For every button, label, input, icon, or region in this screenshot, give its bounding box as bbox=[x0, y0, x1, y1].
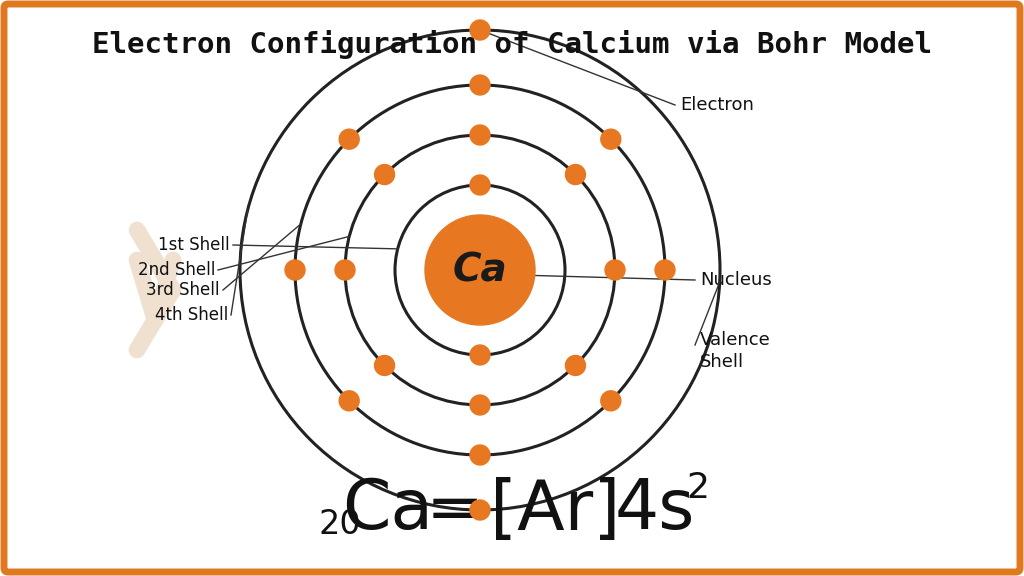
Circle shape bbox=[339, 391, 359, 411]
Text: Electron: Electron bbox=[680, 96, 754, 114]
Text: [Ar]: [Ar] bbox=[489, 476, 621, 544]
Text: 2: 2 bbox=[686, 471, 710, 505]
Circle shape bbox=[565, 355, 586, 376]
Circle shape bbox=[375, 165, 394, 184]
Text: Shell: Shell bbox=[700, 353, 744, 371]
Circle shape bbox=[339, 129, 359, 149]
Circle shape bbox=[335, 260, 355, 280]
Text: Ca: Ca bbox=[342, 476, 433, 544]
Circle shape bbox=[375, 355, 394, 376]
Circle shape bbox=[470, 500, 490, 520]
Circle shape bbox=[470, 175, 490, 195]
Circle shape bbox=[470, 75, 490, 95]
Circle shape bbox=[425, 215, 535, 325]
Circle shape bbox=[285, 260, 305, 280]
Text: Electron Configuration of Calcium via Bohr Model: Electron Configuration of Calcium via Bo… bbox=[92, 30, 932, 59]
Text: Nucleus: Nucleus bbox=[700, 271, 772, 289]
Circle shape bbox=[470, 445, 490, 465]
Circle shape bbox=[470, 395, 490, 415]
Text: 4s: 4s bbox=[614, 476, 695, 544]
Text: 2nd Shell: 2nd Shell bbox=[137, 261, 215, 279]
Text: 1st Shell: 1st Shell bbox=[159, 236, 230, 254]
Text: Ca: Ca bbox=[453, 251, 507, 289]
Text: 20: 20 bbox=[318, 507, 361, 540]
Circle shape bbox=[655, 260, 675, 280]
Text: Valence: Valence bbox=[700, 331, 771, 349]
Circle shape bbox=[470, 20, 490, 40]
Text: 3rd Shell: 3rd Shell bbox=[146, 281, 220, 299]
Text: 4th Shell: 4th Shell bbox=[155, 306, 228, 324]
Circle shape bbox=[601, 129, 621, 149]
Circle shape bbox=[565, 165, 586, 184]
Circle shape bbox=[605, 260, 625, 280]
Text: =: = bbox=[426, 476, 484, 544]
Circle shape bbox=[470, 345, 490, 365]
Circle shape bbox=[601, 391, 621, 411]
Circle shape bbox=[470, 125, 490, 145]
